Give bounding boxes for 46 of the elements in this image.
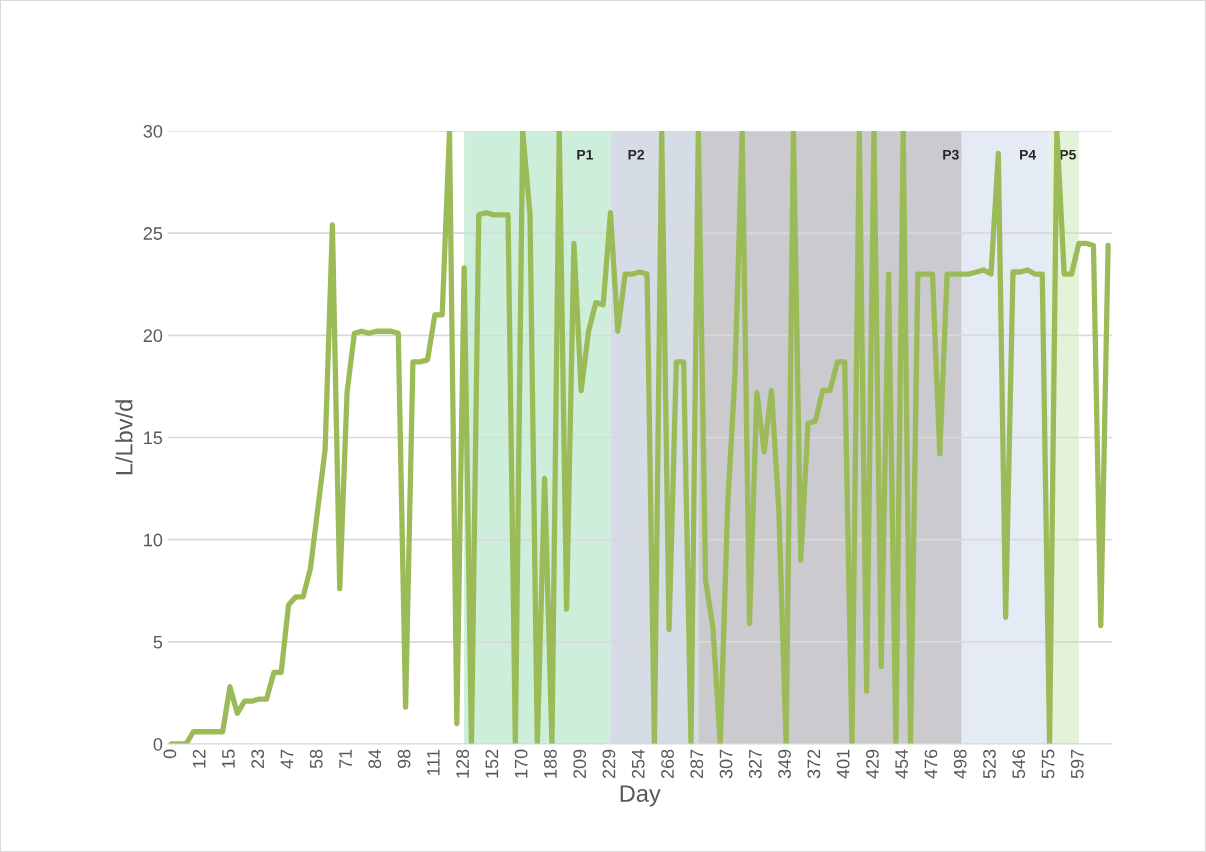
x-tick-label: 372	[807, 749, 821, 779]
x-tick-label: 287	[690, 749, 704, 779]
x-tick-label: 523	[983, 749, 996, 779]
x-tick-label: 575	[1041, 749, 1055, 779]
x-tick-label: 98	[397, 749, 411, 769]
x-tick-label: 454	[895, 749, 909, 779]
y-tick-label: 10	[144, 533, 163, 547]
x-tick-label: 12	[192, 749, 206, 768]
x-tick-label: 401	[836, 749, 850, 779]
y-tick-label: 15	[144, 431, 163, 445]
band-label: P2	[628, 149, 645, 160]
band-label: P5	[1060, 149, 1076, 160]
x-tick-label: 71	[339, 749, 352, 769]
x-tick-label: 429	[866, 749, 879, 779]
y-tick-label: 5	[153, 635, 163, 649]
y-tick-label: 20	[143, 329, 163, 343]
x-tick-label: 209	[573, 749, 587, 779]
band-label: P4	[1020, 149, 1037, 160]
x-tick-label: 188	[544, 749, 557, 778]
x-tick-label: 268	[661, 749, 674, 779]
x-tick-label: 170	[514, 749, 528, 778]
x-tick-label: 546	[1012, 749, 1026, 779]
x-tick-label: 349	[778, 749, 791, 779]
x-axis-title: Day	[620, 785, 661, 807]
x-tick-label: 498	[953, 749, 967, 779]
y-tick-label: 25	[143, 227, 163, 240]
x-tick-label: 597	[1070, 749, 1084, 779]
x-tick-label: 0	[163, 749, 177, 759]
y-tick-label: 30	[143, 124, 163, 138]
x-tick-label: 111	[427, 749, 440, 775]
x-tick-label: 307	[719, 749, 733, 779]
x-tick-label: 128	[456, 749, 469, 778]
x-tick-label: 58	[309, 749, 323, 769]
x-tick-label: 476	[924, 749, 938, 779]
x-tick-label: 23	[251, 749, 265, 769]
y-axis-title: L/Lbv/d	[115, 400, 133, 475]
x-tick-label: 327	[748, 749, 762, 779]
x-tick-label: 254	[631, 749, 645, 779]
x-tick-label: 152	[485, 749, 499, 778]
band-label: P1	[577, 149, 593, 160]
x-tick-label: 15	[222, 749, 235, 768]
band-label: P3	[943, 149, 959, 160]
x-tick-label: 229	[602, 749, 616, 779]
x-tick-label: 47	[280, 749, 294, 769]
y-tick-label: 0	[153, 737, 163, 751]
x-tick-label: 84	[368, 749, 382, 769]
